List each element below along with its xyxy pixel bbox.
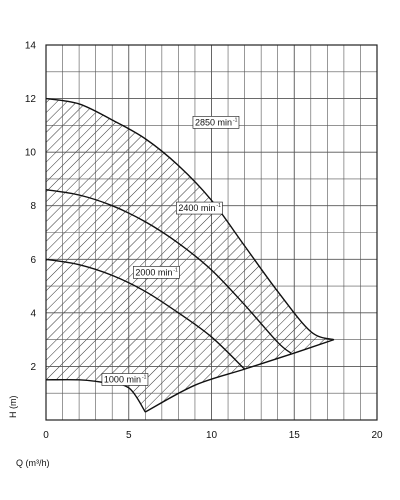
curve-label-3: 1000 min -1 xyxy=(101,373,149,386)
y-axis-label: H (m) xyxy=(8,396,18,419)
plot-frame xyxy=(45,44,378,421)
curve-label-text: 1000 min xyxy=(104,375,141,385)
curve-label-text: 2400 min xyxy=(178,203,215,213)
y-tick-label: 12 xyxy=(25,94,37,105)
hatched-operating-region xyxy=(46,98,334,412)
curve-label-box xyxy=(133,266,180,279)
x-tick-label: 20 xyxy=(371,430,383,441)
y-tick-label: 2 xyxy=(30,362,36,373)
curve-label-text: 2000 min xyxy=(135,267,172,277)
curve-label-sup: -1 xyxy=(142,375,147,381)
curve-label-sup: -1 xyxy=(173,267,178,273)
y-tick-label: 10 xyxy=(25,148,37,159)
tick-labels: 0 5 10 15 20 2 4 6 8 10 12 14 xyxy=(25,41,383,442)
curve-label-1: 2400 min -1 xyxy=(176,201,223,215)
curve-label-box xyxy=(192,116,240,129)
x-tick-label: 0 xyxy=(43,430,49,441)
speed-curve-2 xyxy=(45,258,246,370)
max-flow-boundary xyxy=(144,338,335,413)
curve-label-0: 2850 min -1 xyxy=(192,116,240,129)
y-tick-label: 14 xyxy=(25,41,37,52)
y-tick-label: 6 xyxy=(30,255,36,266)
hatch-fill xyxy=(46,98,334,412)
curve-label-2: 2000 min -1 xyxy=(133,266,180,279)
x-tick-label: 15 xyxy=(289,430,301,441)
grid xyxy=(45,44,378,421)
curve-label-box xyxy=(101,373,149,386)
x-axis-label: Q (m³/h) xyxy=(16,458,50,468)
curve-label-sup: -1 xyxy=(216,203,221,209)
curve-label-text: 2850 min xyxy=(195,117,232,127)
y-tick-label: 4 xyxy=(30,308,36,319)
speed-curve-1 xyxy=(45,188,292,354)
y-tick-label: 8 xyxy=(30,201,36,212)
curve-label-box xyxy=(176,201,223,215)
speed-curve-0 xyxy=(45,97,335,341)
x-tick-label: 10 xyxy=(206,430,218,441)
curve-label-sup: -1 xyxy=(233,117,238,123)
x-tick-label: 5 xyxy=(126,430,132,441)
